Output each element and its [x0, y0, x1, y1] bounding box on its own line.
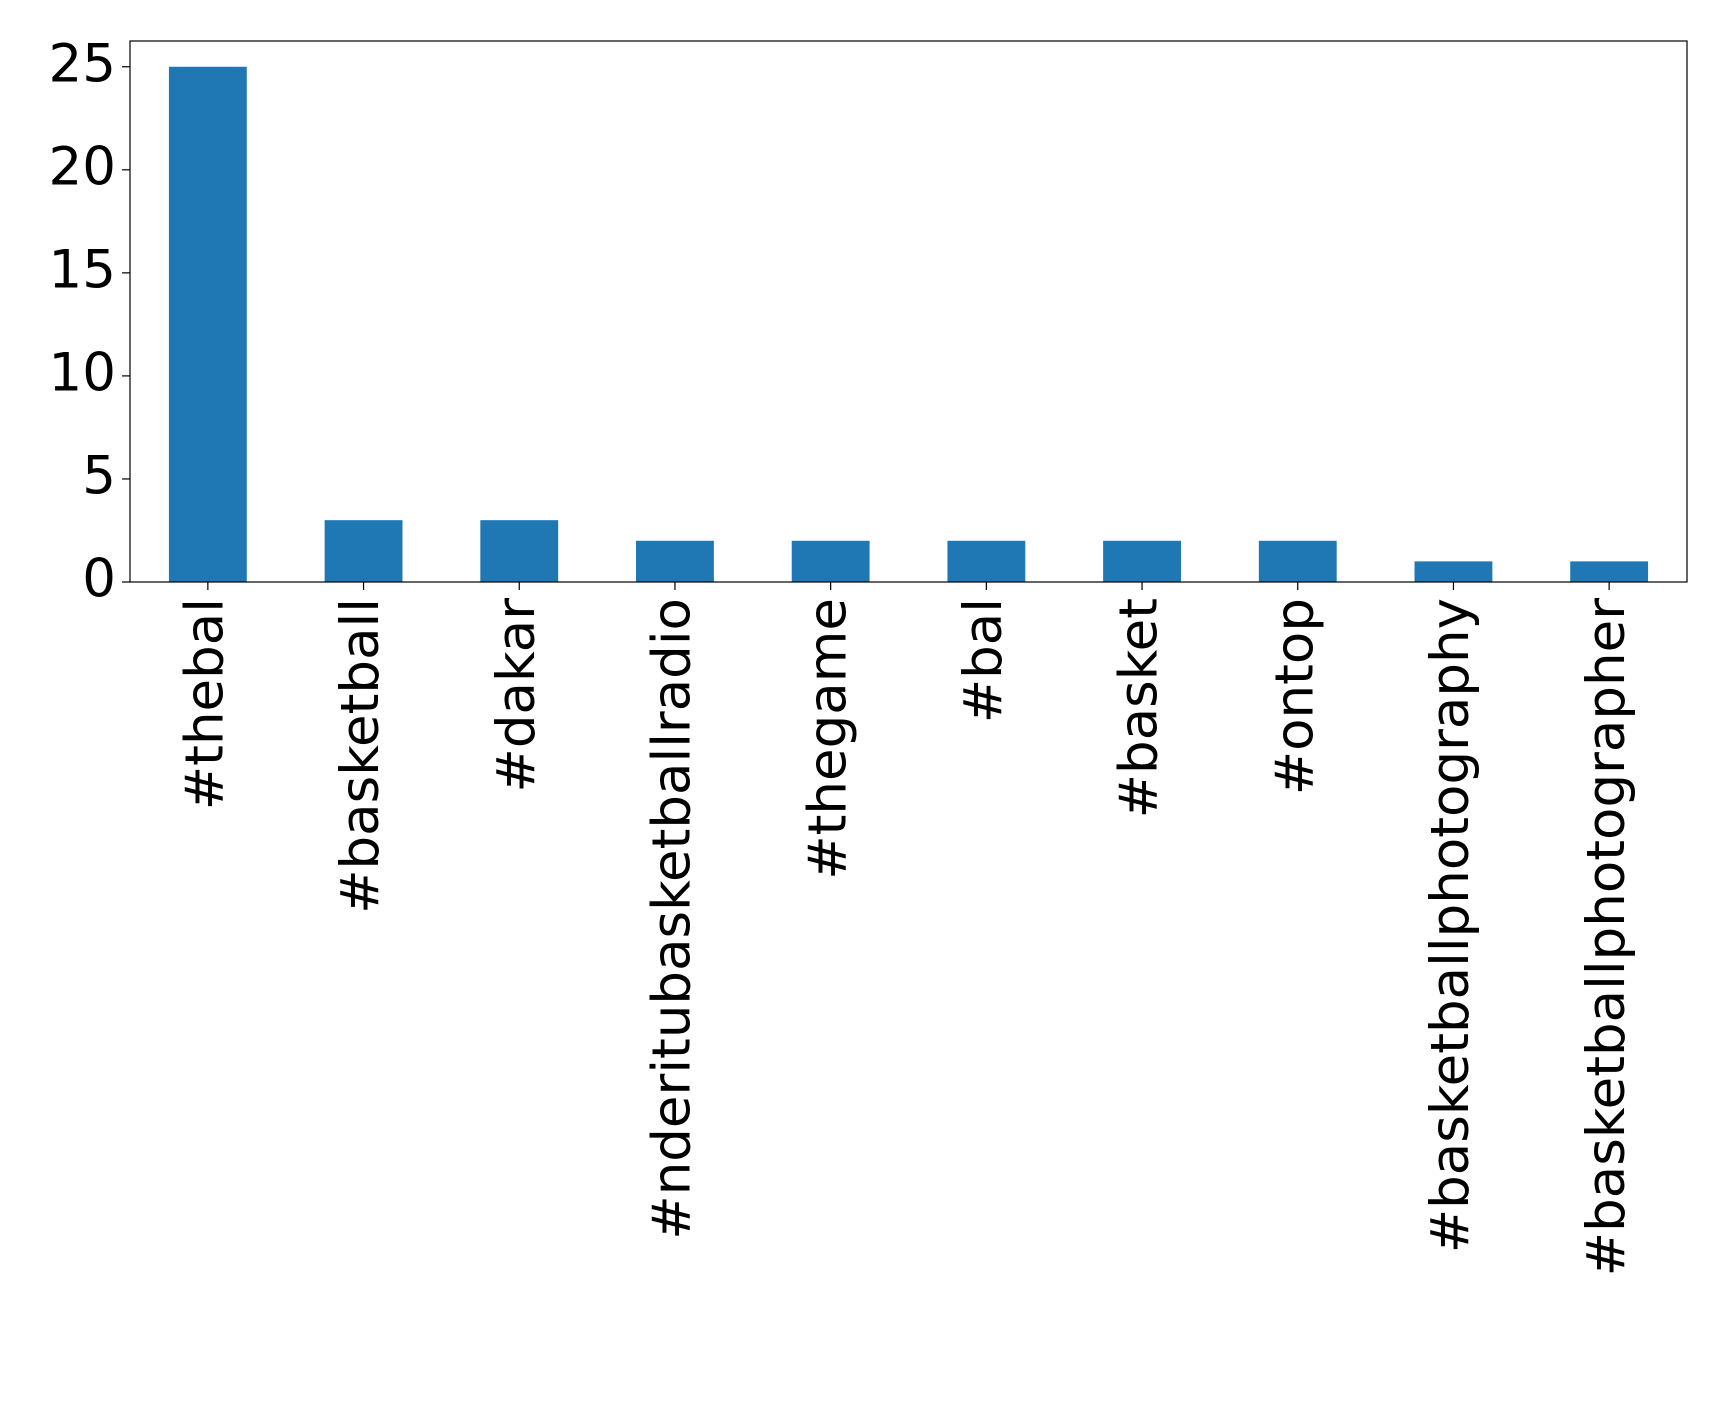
bar: [1258, 540, 1337, 582]
y-tick-label: 10: [49, 343, 116, 404]
bar: [1103, 540, 1181, 582]
bar: [1414, 561, 1493, 582]
bar: [168, 66, 247, 582]
bar: [636, 540, 714, 582]
x-tick-label: #bal: [953, 598, 1014, 723]
y-tick-label: 0: [82, 549, 116, 610]
x-tick-label: #basketballphotography: [1420, 598, 1481, 1253]
y-tick-label: 15: [49, 239, 116, 300]
x-tick-label: #basket: [1109, 598, 1170, 818]
x-tick-label: #basketball: [330, 598, 391, 914]
bar: [791, 540, 870, 582]
y-tick-label: 25: [49, 33, 116, 94]
bar: [947, 540, 1026, 582]
x-tick-label: #nderitubasketballradio: [642, 598, 703, 1240]
bar: [1570, 561, 1649, 582]
x-tick-label: #thebal: [174, 598, 235, 810]
x-tick-label: #dakar: [486, 598, 547, 793]
x-tick-label: #basketballphotographer: [1576, 598, 1637, 1277]
bar: [324, 520, 403, 582]
bar: [480, 520, 559, 582]
y-tick-label: 20: [49, 136, 116, 197]
x-tick-label: #ontop: [1264, 598, 1325, 795]
plot-frame: [129, 40, 1688, 583]
x-tick-label: #thegame: [797, 598, 858, 880]
y-tick-label: 5: [82, 446, 116, 507]
